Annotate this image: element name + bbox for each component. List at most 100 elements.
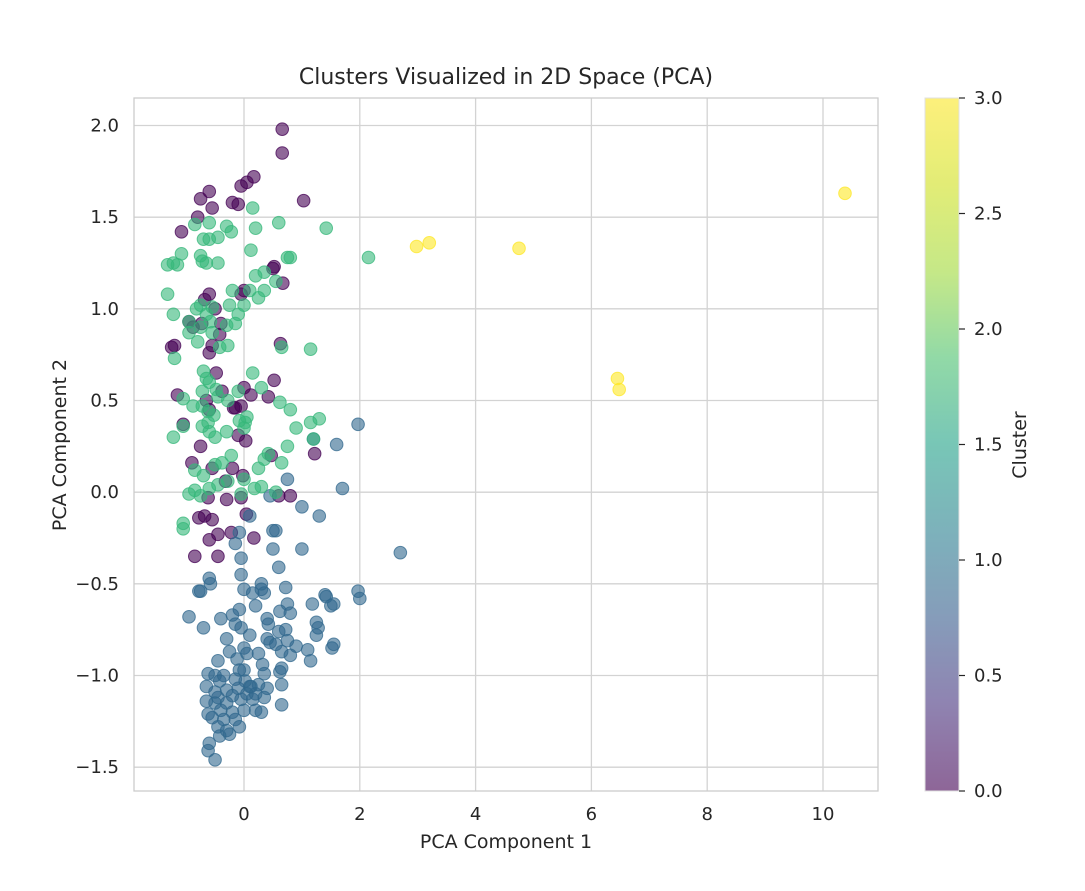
- y-tick-label: −1.5: [75, 757, 119, 778]
- data-point-cluster-0: [187, 549, 202, 564]
- colorbar-tick-label: 1.5: [974, 435, 1003, 456]
- data-point-cluster-2: [196, 468, 211, 483]
- data-point-cluster-0: [275, 146, 290, 160]
- data-point-cluster-1: [295, 500, 309, 514]
- data-point-cluster-2: [228, 316, 243, 331]
- data-point-cluster-2: [195, 254, 210, 268]
- scatter-points: [160, 122, 852, 767]
- data-point-cluster-1: [324, 599, 338, 613]
- data-point-cluster-0: [193, 192, 208, 206]
- data-point-cluster-2: [202, 215, 217, 230]
- data-point-cluster-0: [205, 201, 219, 215]
- data-point-cluster-1: [228, 536, 243, 551]
- data-point-cluster-1: [219, 632, 234, 646]
- data-point-cluster-2: [220, 393, 235, 408]
- data-point-cluster-2: [273, 395, 287, 410]
- colorbar-label: Cluster: [1009, 411, 1031, 479]
- data-point-cluster-1: [312, 509, 327, 523]
- data-point-cluster-2: [283, 402, 298, 417]
- data-point-cluster-1: [305, 597, 320, 611]
- colorbar-tick-label: 1.0: [974, 550, 1003, 571]
- colorbar: [924, 97, 960, 792]
- data-point-cluster-2: [274, 340, 289, 355]
- data-point-cluster-1: [228, 617, 243, 631]
- data-point-cluster-1: [274, 698, 289, 712]
- data-point-cluster-2: [160, 287, 175, 301]
- data-point-cluster-2: [224, 448, 239, 463]
- data-point-cluster-1: [257, 666, 272, 681]
- data-point-cluster-2: [245, 201, 260, 215]
- data-point-cluster-1: [278, 622, 293, 637]
- colorbar-tick-label: 2.0: [974, 319, 1003, 340]
- x-tick-label: 4: [470, 804, 481, 825]
- data-point-cluster-1: [214, 611, 228, 626]
- data-point-cluster-2: [237, 472, 251, 487]
- data-point-cluster-3: [409, 239, 424, 254]
- data-point-cluster-0: [219, 492, 234, 507]
- colorbar-tick-label: 2.5: [974, 204, 1003, 225]
- data-point-cluster-2: [289, 421, 303, 435]
- data-point-cluster-0: [267, 373, 281, 388]
- data-point-cluster-1: [269, 523, 283, 538]
- x-tick-labels: 0 2 4 6 8 10: [238, 804, 834, 825]
- data-point-cluster-1: [208, 753, 222, 767]
- data-point-cluster-1: [248, 599, 263, 613]
- data-point-cluster-2: [244, 243, 258, 257]
- x-tick-label: 0: [238, 804, 249, 825]
- data-point-cluster-0: [296, 193, 311, 208]
- data-point-cluster-1: [329, 437, 344, 452]
- data-point-cluster-3: [838, 186, 852, 201]
- y-tick-label: 0.0: [90, 482, 119, 503]
- data-point-cluster-0: [231, 197, 246, 212]
- data-point-cluster-1: [280, 472, 295, 487]
- y-axis-title: PCA Component 2: [49, 359, 71, 531]
- data-point-cluster-1: [271, 560, 286, 575]
- data-point-cluster-2: [248, 221, 263, 235]
- data-point-cluster-0: [202, 533, 217, 547]
- data-point-cluster-0: [275, 122, 290, 136]
- data-point-cluster-2: [251, 291, 266, 305]
- data-point-cluster-2: [182, 487, 196, 501]
- data-point-cluster-2: [195, 384, 210, 399]
- data-point-cluster-2: [254, 380, 269, 395]
- data-point-cluster-1: [335, 481, 350, 496]
- y-tick-labels: −1.5 −1.0 −0.5 0.0 0.5 1.0 1.5 2.0: [75, 116, 119, 779]
- data-point-cluster-0: [174, 225, 189, 239]
- data-point-cluster-1: [232, 720, 247, 734]
- data-point-cluster-1: [303, 654, 318, 668]
- data-point-cluster-0: [202, 184, 217, 199]
- data-point-cluster-1: [232, 602, 247, 617]
- data-point-cluster-1: [193, 584, 208, 598]
- data-point-cluster-2: [222, 298, 237, 312]
- data-point-cluster-2: [182, 325, 196, 340]
- data-point-cluster-2: [176, 419, 191, 433]
- data-point-cluster-1: [242, 628, 257, 642]
- data-point-cluster-2: [202, 481, 217, 496]
- data-point-cluster-2: [245, 366, 260, 380]
- data-point-cluster-2: [269, 274, 283, 289]
- data-point-cluster-2: [166, 307, 181, 322]
- data-point-cluster-1: [230, 652, 244, 666]
- data-point-cluster-1: [222, 727, 237, 741]
- data-point-cluster-2: [251, 461, 266, 476]
- data-point-cluster-2: [187, 217, 202, 232]
- colorbar-tick-label: 0.5: [974, 666, 1003, 687]
- y-tick-label: 1.0: [90, 299, 119, 320]
- data-point-cluster-1: [182, 610, 196, 624]
- data-point-cluster-1: [257, 586, 272, 600]
- data-point-cluster-3: [512, 241, 526, 256]
- data-point-cluster-0: [307, 446, 322, 461]
- y-tick-label: −0.5: [75, 574, 119, 595]
- data-point-cluster-2: [274, 456, 289, 470]
- data-point-cluster-1: [234, 551, 248, 565]
- data-point-cluster-1: [257, 690, 272, 705]
- data-point-cluster-2: [303, 342, 318, 356]
- x-axis-title: PCA Component 1: [420, 831, 592, 853]
- data-point-cluster-3: [612, 382, 626, 397]
- colorbar-tick-label: 3.0: [974, 88, 1003, 109]
- data-point-cluster-3: [610, 371, 625, 386]
- data-point-cluster-1: [196, 621, 211, 635]
- data-point-cluster-1: [309, 628, 324, 642]
- colorbar-ticks: 0.0 0.5 1.0 1.5 2.0 2.5 3.0: [959, 88, 1003, 802]
